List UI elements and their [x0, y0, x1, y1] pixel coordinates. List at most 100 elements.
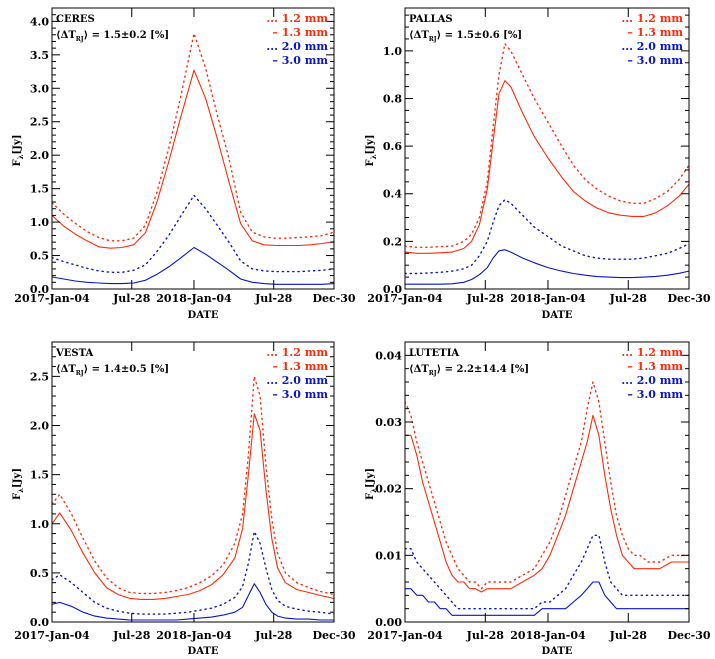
- y-tick-label: 2.5: [30, 370, 49, 383]
- y-tick-label: 0.5: [30, 250, 49, 263]
- legend-entry: ... 2.0 mm: [266, 40, 328, 53]
- x-tick-label: Jul-28: [254, 292, 293, 305]
- y-axis-title-symbol: F: [365, 159, 376, 166]
- annotation-subscript: RJ: [429, 36, 437, 43]
- y-tick-label: 0.5: [30, 567, 49, 580]
- panel-pallas: 0.0 0.2 0.4 0.6 0.8 1.0 2017-Jan-04 Jul-28 2018-…: [365, 7, 711, 321]
- y-tick-label: 2.0: [30, 420, 49, 433]
- annotation-prefix: ⟨ΔT: [409, 364, 429, 375]
- series-line-1-3-mm: [405, 414, 689, 593]
- legend-entry: – 1.3 mm: [627, 26, 683, 39]
- legend-label: 2.0 mm: [637, 374, 684, 387]
- series-group: [52, 32, 334, 285]
- panel-ceres: 0.0 0.5 1.0 1.5 2.0 2.5 3.0 3.5 4.0 2017-Jan-04 Ju…: [12, 7, 356, 321]
- legend-entry: ... 1.2 mm: [621, 346, 683, 359]
- legend-entry: – 1.3 mm: [272, 360, 328, 373]
- legend-label: 1.2 mm: [282, 346, 329, 359]
- x-tick-label: 2018-Jan-04: [156, 629, 232, 642]
- legend-entry: – 3.0 mm: [627, 388, 683, 401]
- y-axis-title-symbol: F: [12, 493, 23, 500]
- panel-title: CERES: [56, 14, 95, 25]
- x-tick-label: Jul-28: [112, 629, 151, 642]
- x-tick-label: Dec-30: [312, 629, 355, 642]
- x-axis-title: DATE: [188, 646, 219, 657]
- annotation-value: 1.5±0.6 [%]: [457, 30, 523, 41]
- y-tick-label: 0.0: [30, 283, 49, 296]
- y-tick-label: 0.02: [375, 483, 402, 496]
- y-tick-label: 1.0: [30, 216, 49, 229]
- series-line-1-2-mm: [52, 32, 334, 242]
- y-axis-title: Fλ[Jy]: [12, 134, 25, 166]
- annotation-value: 2.2±14.4 [%]: [457, 364, 530, 375]
- legend-line-glyph: ...: [621, 40, 636, 53]
- legend-entry: – 3.0 mm: [627, 54, 683, 67]
- annotation-prefix: ⟨ΔT: [56, 364, 76, 375]
- x-tick-label: Jul-28: [609, 629, 648, 642]
- y-tick-label: 2.5: [30, 116, 49, 129]
- x-axis-title: DATE: [542, 310, 573, 321]
- x-tick-label: Jul-28: [112, 292, 151, 305]
- y-tick-label: 1.5: [30, 183, 49, 196]
- legend-line-glyph: –: [272, 360, 281, 373]
- y-tick-label: 0.0: [383, 283, 402, 296]
- series-group: [405, 381, 689, 616]
- legend-entry: ... 2.0 mm: [621, 40, 683, 53]
- legend-label: 1.2 mm: [637, 12, 684, 25]
- y-axis-title-unit: [Jy]: [12, 134, 23, 154]
- y-tick-label: 3.5: [30, 49, 49, 62]
- legend-label: 2.0 mm: [282, 40, 329, 53]
- series-line-1-3-mm: [405, 80, 689, 254]
- y-tick-label: 0.8: [383, 92, 402, 105]
- y-tick-label: 1.0: [383, 45, 402, 58]
- y-axis-title-subscript: λ: [16, 154, 25, 159]
- legend-line-glyph: –: [627, 360, 636, 373]
- legend-line-glyph: ...: [266, 374, 281, 387]
- y-axis-title-symbol: F: [365, 493, 376, 500]
- y-axis-title-symbol: F: [12, 159, 23, 166]
- x-tick-label: Dec-30: [667, 629, 710, 642]
- series-group: [52, 375, 334, 621]
- legend-line-glyph: –: [627, 54, 636, 67]
- x-tick-label: 2018-Jan-04: [156, 292, 232, 305]
- y-tick-label: 0.04: [375, 349, 402, 362]
- legend-entry: – 3.0 mm: [272, 388, 328, 401]
- delta-t-annotation: ⟨ΔTRJ⟩ = 1.5±0.6 [%]: [409, 30, 522, 43]
- panel-title: VESTA: [55, 348, 93, 359]
- series-line-2-0-mm: [52, 530, 334, 615]
- delta-t-annotation: ⟨ΔTRJ⟩ = 1.4±0.5 [%]: [56, 364, 169, 377]
- y-axis-title-subscript: λ: [369, 488, 378, 493]
- annotation-value: 1.4±0.5 [%]: [104, 364, 170, 375]
- plot-frame: [51, 341, 335, 623]
- legend-label: 1.3 mm: [637, 360, 684, 373]
- series-line-1-2-mm: [405, 43, 689, 249]
- legend-label: 3.0 mm: [282, 388, 329, 401]
- series-line-1-3-mm: [52, 413, 334, 600]
- panel-lutetia: 0.00 0.01 0.02 0.03 0.04 2017-Jan-04 Jul-28 201…: [365, 341, 711, 657]
- series-line-3-0-mm: [52, 583, 334, 621]
- legend-label: 3.0 mm: [637, 54, 684, 67]
- legend-label: 1.2 mm: [282, 12, 329, 25]
- series-line-1-2-mm: [52, 375, 334, 596]
- annotation-prefix: ⟨ΔT: [409, 30, 429, 41]
- y-tick-label: 0.6: [383, 140, 402, 153]
- legend-line-glyph: –: [272, 26, 281, 39]
- x-tick-label: 2017-Jan-04: [367, 292, 443, 305]
- y-axis-title-unit: [Jy]: [12, 468, 23, 488]
- annotation-subscript: RJ: [76, 370, 84, 377]
- legend-entry: – 3.0 mm: [272, 54, 328, 67]
- series-group: [405, 43, 689, 285]
- x-tick-label: Jul-28: [466, 292, 505, 305]
- y-axis-title-unit: [Jy]: [365, 468, 376, 488]
- panel-title: PALLAS: [409, 14, 453, 25]
- series-line-3-0-mm: [52, 246, 334, 285]
- delta-t-annotation: ⟨ΔTRJ⟩ = 2.2±14.4 [%]: [409, 364, 529, 377]
- legend-entry: ... 1.2 mm: [621, 12, 683, 25]
- y-tick-label: 4.0: [30, 15, 49, 28]
- legend-line-glyph: ...: [621, 374, 636, 387]
- legend-line-glyph: –: [272, 388, 281, 401]
- series-line-2-0-mm: [405, 198, 689, 275]
- legend-line-glyph: –: [272, 54, 281, 67]
- x-axis-title: DATE: [542, 646, 573, 657]
- panel-title: LUTETIA: [409, 348, 459, 359]
- legend-label: 1.3 mm: [637, 26, 684, 39]
